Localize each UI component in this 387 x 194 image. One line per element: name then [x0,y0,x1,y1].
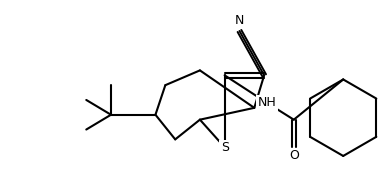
Text: N: N [235,14,244,27]
Text: O: O [289,149,299,162]
Text: S: S [221,141,229,154]
Text: NH: NH [258,96,276,109]
